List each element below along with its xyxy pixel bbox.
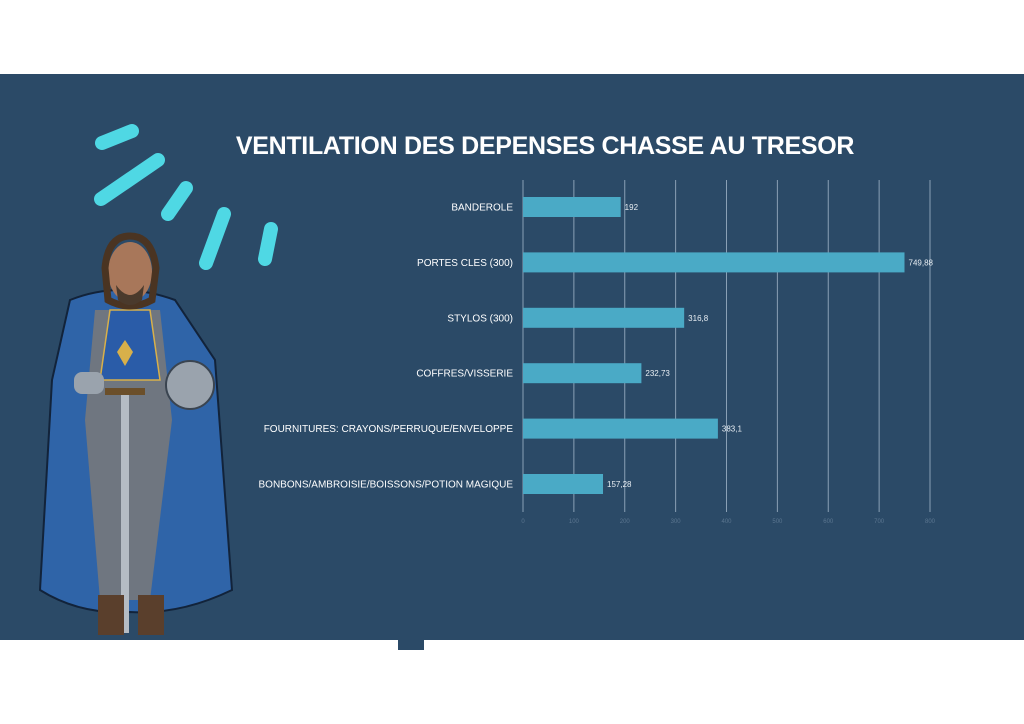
dash bbox=[94, 153, 165, 206]
x-tick-label: 200 bbox=[620, 519, 631, 525]
x-tick-label: 700 bbox=[874, 519, 885, 525]
x-tick-label: 0 bbox=[521, 519, 525, 525]
category-label: PORTES CLES (300) bbox=[417, 258, 513, 269]
dash bbox=[161, 181, 193, 221]
data-label: 157,28 bbox=[607, 480, 632, 489]
data-label: 192 bbox=[625, 203, 639, 212]
category-label: COFFRES/VISSERIE bbox=[416, 369, 513, 380]
bar bbox=[523, 363, 642, 384]
dash bbox=[95, 124, 139, 150]
slide-tab bbox=[398, 640, 424, 650]
x-tick-label: 100 bbox=[569, 519, 580, 525]
category-label: FOURNITURES: CRAYONS/PERRUQUE/ENVELOPPE bbox=[264, 424, 514, 435]
data-label: 232,73 bbox=[645, 369, 670, 378]
data-label: 316,8 bbox=[688, 314, 709, 323]
x-tick-label: 800 bbox=[925, 519, 936, 525]
knight-illustration bbox=[38, 232, 234, 635]
x-tick-label: 600 bbox=[823, 519, 834, 525]
bar bbox=[523, 474, 604, 494]
x-tick-label: 400 bbox=[721, 519, 732, 525]
bar bbox=[523, 418, 718, 439]
accent-dashes bbox=[94, 124, 278, 270]
chart-title: VENTILATION DES DEPENSES CHASSE AU TRESO… bbox=[235, 132, 855, 160]
x-tick-label: 500 bbox=[772, 519, 783, 525]
category-label: BANDEROLE bbox=[451, 203, 513, 214]
bar bbox=[523, 307, 685, 328]
bar bbox=[523, 197, 621, 217]
dash bbox=[199, 207, 231, 270]
data-label: 749,88 bbox=[909, 258, 934, 267]
data-label: 383,1 bbox=[722, 425, 743, 434]
category-label: BONBONS/AMBROISIE/BOISSONS/POTION MAGIQU… bbox=[259, 480, 514, 491]
bar bbox=[523, 252, 905, 273]
category-label: STYLOS (300) bbox=[447, 313, 513, 324]
dash bbox=[258, 222, 278, 266]
x-tick-label: 300 bbox=[671, 519, 682, 525]
